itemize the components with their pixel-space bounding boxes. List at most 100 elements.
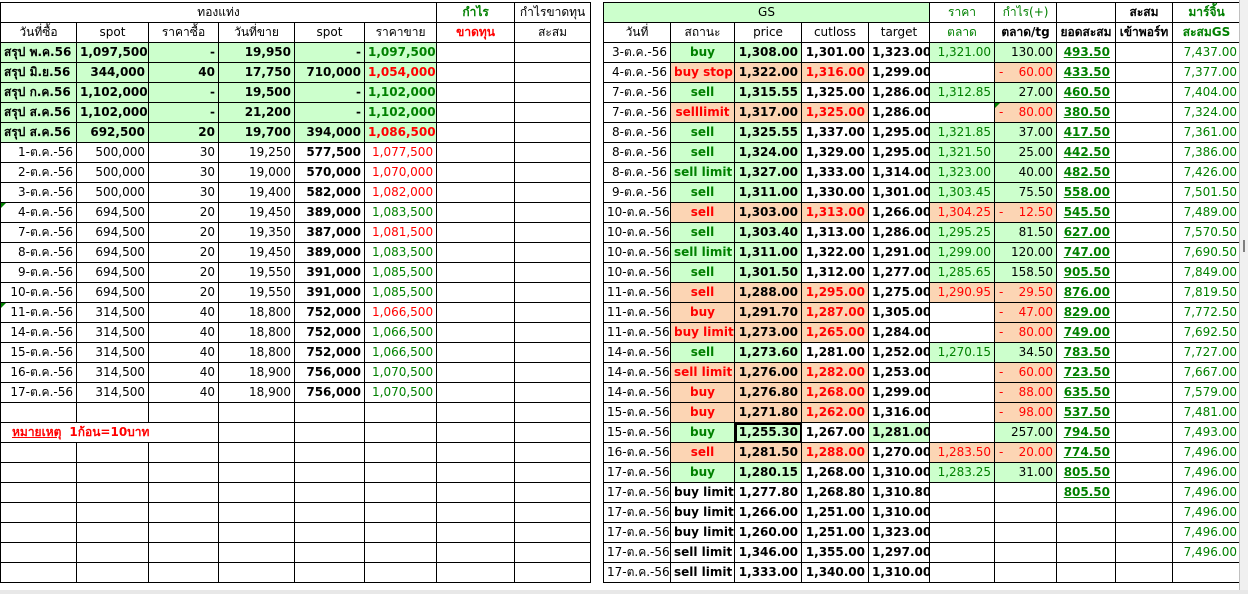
col-header-status[interactable]: สถานะ bbox=[670, 22, 735, 43]
empty-cell[interactable] bbox=[294, 402, 365, 423]
price-cell[interactable]: 1,325.55 bbox=[734, 122, 802, 143]
cum-sub-header[interactable]: สะสม bbox=[514, 22, 592, 43]
cum-cell[interactable] bbox=[514, 122, 592, 143]
sell-cell[interactable]: 1,066,500 bbox=[363, 302, 438, 323]
cutloss-cell[interactable]: 1,251.00 bbox=[801, 502, 869, 523]
empty-cell[interactable] bbox=[436, 422, 516, 443]
spot2-cell[interactable]: 582,000 bbox=[294, 182, 365, 203]
group-header-gold[interactable]: ทองแท่ง bbox=[0, 2, 438, 23]
cum-cell[interactable] bbox=[514, 222, 592, 243]
profit-cell[interactable]: 34.50 bbox=[994, 342, 1058, 363]
cum-header-blank[interactable] bbox=[1056, 2, 1117, 23]
spot2-cell[interactable]: 394,000 bbox=[294, 122, 365, 143]
sell-date-cell[interactable]: 19,500 bbox=[218, 82, 295, 103]
empty-cell[interactable] bbox=[148, 542, 219, 563]
cutloss-cell[interactable]: 1,301.00 bbox=[801, 42, 869, 63]
spot-cell[interactable]: 500,000 bbox=[76, 162, 149, 183]
profit-cell[interactable]: -80.00 bbox=[994, 102, 1058, 123]
cum-cell[interactable]: 723.50 bbox=[1056, 362, 1117, 383]
profit-cell[interactable] bbox=[436, 362, 516, 383]
sell-cell[interactable]: 1,085,500 bbox=[363, 282, 438, 303]
market-cell[interactable]: 1,304.25 bbox=[929, 202, 996, 223]
market-cell[interactable]: 1,270.15 bbox=[929, 342, 996, 363]
port-cell[interactable] bbox=[1115, 362, 1174, 383]
port-cell[interactable] bbox=[1115, 222, 1174, 243]
cum-cell[interactable]: 876.00 bbox=[1056, 282, 1117, 303]
horizontal-scrollbar[interactable] bbox=[0, 590, 1248, 594]
sell-date-cell[interactable]: 19,950 bbox=[218, 42, 295, 63]
buy-cell[interactable]: 40 bbox=[148, 322, 219, 343]
gs-header[interactable]: GS bbox=[602, 2, 931, 23]
col-header-buy[interactable]: ราคาซื้อ bbox=[148, 22, 219, 43]
empty-cell[interactable] bbox=[436, 562, 516, 583]
price-cell[interactable]: 1,276.80 bbox=[734, 382, 802, 403]
port-cell[interactable] bbox=[1115, 182, 1174, 203]
empty-cell[interactable] bbox=[76, 502, 149, 523]
buy-cell[interactable]: 40 bbox=[148, 342, 219, 363]
target-cell[interactable]: 1,281.00 bbox=[867, 422, 931, 443]
date-cell[interactable]: สรุป มิ.ย.56 bbox=[0, 62, 77, 83]
target-cell[interactable]: 1,305.00 bbox=[867, 302, 931, 323]
margin-cell[interactable]: 7,481.00 bbox=[1172, 402, 1242, 423]
profit-cell[interactable]: -98.00 bbox=[994, 402, 1058, 423]
cutloss-cell[interactable]: 1,313.00 bbox=[801, 202, 869, 223]
cutloss-cell[interactable]: 1,330.00 bbox=[801, 182, 869, 203]
empty-cell[interactable] bbox=[514, 542, 592, 563]
market-cell[interactable] bbox=[929, 102, 996, 123]
cutloss-cell[interactable]: 1,288.00 bbox=[801, 442, 869, 463]
cutloss-cell[interactable]: 1,251.00 bbox=[801, 522, 869, 543]
empty-cell[interactable] bbox=[218, 542, 295, 563]
profit-cell[interactable] bbox=[436, 282, 516, 303]
cutloss-cell[interactable]: 1,282.00 bbox=[801, 362, 869, 383]
port-cell[interactable] bbox=[1115, 422, 1174, 443]
cum-cell[interactable] bbox=[514, 142, 592, 163]
cum-cell[interactable]: 774.50 bbox=[1056, 442, 1117, 463]
target-cell[interactable]: 1,252.00 bbox=[867, 342, 931, 363]
target-cell[interactable]: 1,270.00 bbox=[867, 442, 931, 463]
status-cell[interactable]: sell bbox=[670, 442, 735, 463]
sell-date-cell[interactable]: 19,550 bbox=[218, 282, 295, 303]
market-header-2[interactable]: ตลาด bbox=[929, 22, 996, 43]
port-cell[interactable] bbox=[1115, 482, 1174, 503]
empty-cell[interactable] bbox=[0, 542, 77, 563]
target-cell[interactable]: 1,314.00 bbox=[867, 162, 931, 183]
price-cell[interactable]: 1,255.30 bbox=[734, 422, 802, 443]
profit-cell[interactable] bbox=[994, 502, 1058, 523]
spot2-cell[interactable]: 710,000 bbox=[294, 62, 365, 83]
cum-cell[interactable]: 537.50 bbox=[1056, 402, 1117, 423]
port-cell[interactable] bbox=[1115, 62, 1174, 83]
sell-cell[interactable]: 1,085,500 bbox=[363, 262, 438, 283]
profit-cell[interactable]: -12.50 bbox=[994, 202, 1058, 223]
spot-cell[interactable]: 314,500 bbox=[76, 342, 149, 363]
price-cell[interactable]: 1,271.80 bbox=[734, 402, 802, 423]
status-cell[interactable]: buy limit bbox=[670, 322, 735, 343]
sell-cell[interactable]: 1,083,500 bbox=[363, 202, 438, 223]
empty-cell[interactable] bbox=[76, 462, 149, 483]
cum-cell[interactable] bbox=[1056, 502, 1117, 523]
price-cell[interactable]: 1,266.00 bbox=[734, 502, 802, 523]
margin-cell[interactable]: 7,570.50 bbox=[1172, 222, 1242, 243]
empty-cell[interactable] bbox=[514, 422, 592, 443]
spot-cell[interactable]: 314,500 bbox=[76, 382, 149, 403]
cum-cell[interactable]: 545.50 bbox=[1056, 202, 1117, 223]
margin-cell[interactable]: 7,579.00 bbox=[1172, 382, 1242, 403]
spot-cell[interactable]: 694,500 bbox=[76, 202, 149, 223]
empty-cell[interactable] bbox=[514, 562, 592, 583]
status-cell[interactable]: sell limit bbox=[670, 162, 735, 183]
margin-header-2[interactable]: สะสมGS bbox=[1172, 22, 1242, 43]
spot2-cell[interactable]: 577,500 bbox=[294, 142, 365, 163]
date-cell[interactable]: 15-ต.ค.-56 bbox=[603, 422, 671, 443]
empty-cell[interactable] bbox=[0, 502, 77, 523]
date-cell[interactable]: 1-ต.ค.-56 bbox=[0, 142, 77, 163]
status-cell[interactable]: sell bbox=[670, 262, 735, 283]
profit-cell[interactable] bbox=[436, 162, 516, 183]
price-cell[interactable]: 1,277.80 bbox=[734, 482, 802, 503]
cutloss-cell[interactable]: 1,287.00 bbox=[801, 302, 869, 323]
price-cell[interactable]: 1,273.60 bbox=[734, 342, 802, 363]
date-cell[interactable]: 14-ต.ค.-56 bbox=[0, 322, 77, 343]
profit-cell[interactable]: -60.00 bbox=[994, 362, 1058, 383]
empty-cell[interactable] bbox=[436, 462, 516, 483]
buy-cell[interactable]: - bbox=[148, 102, 219, 123]
target-cell[interactable]: 1,310.00 bbox=[867, 562, 931, 583]
margin-cell[interactable]: 7,426.00 bbox=[1172, 162, 1242, 183]
